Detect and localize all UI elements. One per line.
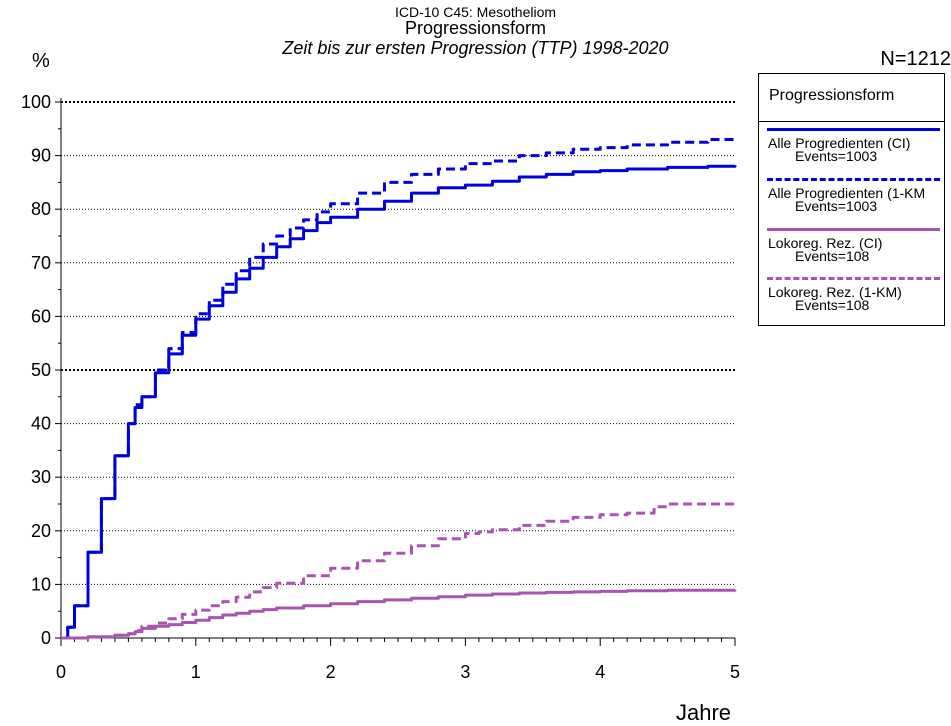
x-tick-label: 3	[460, 662, 470, 682]
legend-entry-name: Alle Progredienten (1-KM	[768, 185, 926, 201]
axes: 0 10 20 30 40 50 60 70 80 90 100 0 1 2 3 4 5	[21, 92, 740, 682]
legend-swatch	[767, 128, 940, 131]
grid-lines	[61, 101, 735, 585]
legend-entry-alle-ci: Alle Progredienten (CI) Events=1003	[759, 125, 944, 173]
x-tick-label: 5	[730, 662, 740, 682]
series-line-3	[61, 502, 735, 640]
legend-entry-events: Events=1003	[795, 198, 878, 214]
legend-entry-name: Lokoreg. Rez. (1-KM)	[768, 284, 902, 300]
y-tick-label: 70	[31, 253, 51, 273]
y-tick-label: 20	[31, 521, 51, 541]
chart-title-line2: Progressionsform	[404, 18, 547, 38]
legend-entry-alle-km: Alle Progredienten (1-KM Events=1003	[759, 175, 944, 223]
y-tick-label: 10	[31, 574, 51, 594]
x-tick-label: 1	[191, 662, 201, 682]
y-tick-label: 100	[21, 92, 51, 112]
x-axis-label: Jahre	[676, 700, 732, 725]
x-tick-label: 2	[326, 662, 336, 682]
series-line-1	[61, 138, 735, 640]
x-tick-label: 4	[595, 662, 605, 682]
chart-title-line1: ICD-10 C45: Mesotheliom	[394, 4, 557, 20]
legend-entry-events: Events=108	[795, 297, 870, 313]
legend-divider	[759, 121, 944, 122]
legend-entry-lokoreg-ci: Lokoreg. Rez. (CI) Events=108	[759, 225, 944, 273]
y-axis-label: %	[32, 50, 50, 72]
y-tick-label: 40	[31, 414, 51, 434]
legend-swatch	[767, 277, 940, 280]
y-tick-label: 60	[31, 306, 51, 326]
chart-subtitle: Zeit bis zur ersten Progression (TTP) 19…	[282, 38, 669, 58]
legend-swatch	[767, 178, 940, 181]
legend-entry-name: Lokoreg. Rez. (CI)	[768, 235, 883, 251]
y-tick-label: 30	[31, 467, 51, 487]
sample-size-label: N=1212	[880, 48, 951, 70]
legend-entry-name: Alle Progredienten (CI)	[768, 135, 911, 151]
series-line-2	[61, 588, 737, 640]
legend-swatch	[767, 228, 940, 231]
y-tick-label: 90	[31, 146, 51, 166]
legend-title: Progressionsform	[769, 87, 895, 104]
legend: Progressionsform Alle Progredienten (CI)…	[758, 73, 945, 326]
y-tick-label: 0	[41, 628, 51, 648]
series-line-0	[61, 164, 737, 640]
legend-entry-lokoreg-km: Lokoreg. Rez. (1-KM) Events=108	[759, 274, 944, 322]
legend-entry-events: Events=1003	[795, 148, 878, 164]
series-lines	[61, 138, 737, 640]
y-tick-label: 80	[31, 199, 51, 219]
y-tick-label: 50	[31, 360, 51, 380]
legend-entry-events: Events=108	[795, 248, 870, 264]
x-tick-label: 0	[56, 662, 66, 682]
